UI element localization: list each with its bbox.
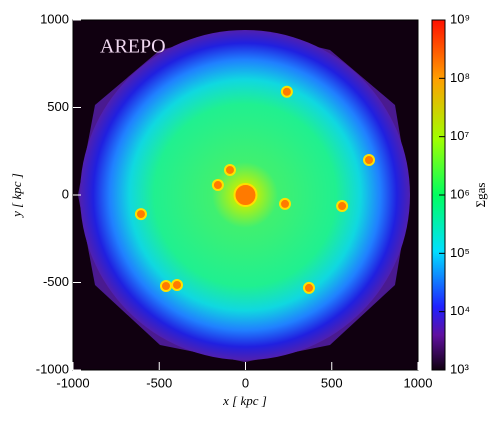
y-axis-label: y [ kpc ]: [9, 173, 24, 219]
y-tick-label: 0: [62, 186, 69, 201]
x-tick-label: 1000: [404, 375, 433, 390]
x-tick-label: 500: [321, 375, 343, 390]
x-tick-label: -1000: [56, 375, 89, 390]
clump: [223, 163, 236, 176]
annotation: AREPO: [100, 36, 166, 58]
x-tick-label: 0: [242, 375, 249, 390]
colorbar-tick-label: 10⁴: [450, 303, 470, 318]
colorbar-tick-label: 10⁸: [450, 70, 470, 85]
clump: [279, 197, 292, 210]
clump: [302, 281, 315, 294]
x-axis-label: x [ kpc ]: [222, 393, 267, 408]
colorbar-tick-label: 10³: [450, 361, 469, 376]
colorbar-tick-label: 10⁷: [450, 128, 469, 143]
colorbar-tick-label: 10⁹: [450, 11, 470, 26]
colorbar-tick-label: 10⁵: [450, 245, 470, 260]
y-tick-label: -500: [43, 274, 69, 289]
y-tick-label: 500: [47, 99, 69, 114]
clump: [280, 85, 293, 98]
y-tick-label: 1000: [40, 11, 69, 26]
clump: [363, 154, 376, 166]
colorbar-tick-label: 10⁶: [450, 186, 470, 201]
x-tick-label: -500: [146, 375, 172, 390]
clump: [336, 200, 349, 213]
y-tick-label: -1000: [36, 361, 69, 376]
clump: [211, 179, 224, 192]
colorbar-label: Σgas: [473, 183, 488, 208]
clump: [134, 208, 147, 221]
clump: [159, 280, 172, 292]
colorbar: [432, 20, 445, 370]
clump: [171, 278, 184, 291]
clump: [233, 183, 258, 207]
